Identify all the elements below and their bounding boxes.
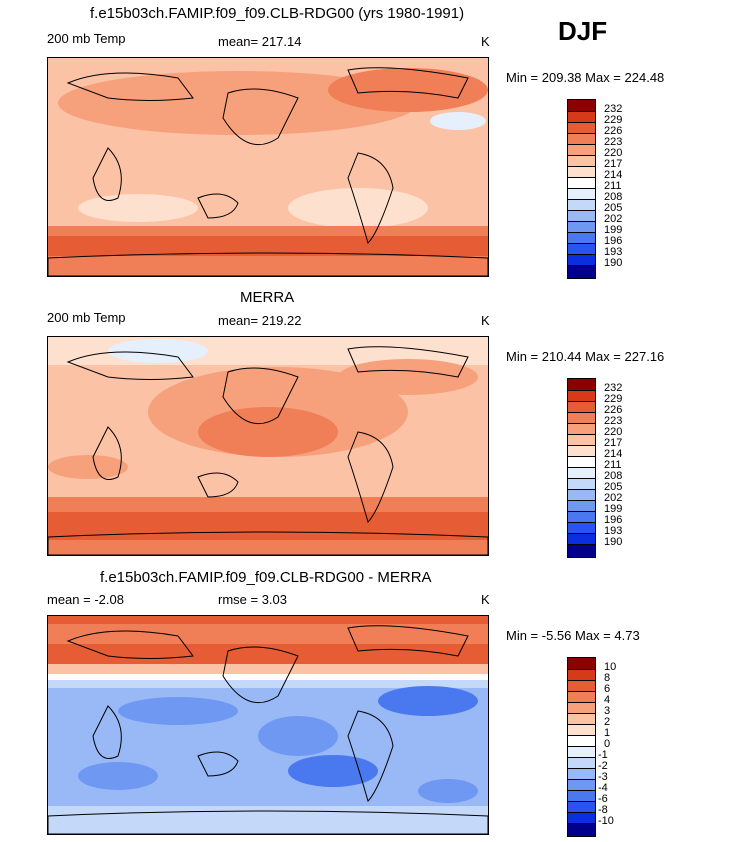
panel3-cb-label: 3 bbox=[604, 705, 611, 717]
panel1-title: f.e15b03ch.FAMIP.f09_f09.CLB-RDG00 (yrs … bbox=[90, 5, 465, 22]
panel3-map-field bbox=[48, 616, 488, 834]
panel1-cb-label: 217 bbox=[604, 158, 623, 170]
panel1-map bbox=[47, 57, 489, 277]
panel2-cb-label: 214 bbox=[604, 448, 623, 460]
panel2-colorbar bbox=[567, 378, 596, 558]
panel2-cb-label: 199 bbox=[604, 503, 623, 515]
panel1-cb-label: 232 bbox=[604, 103, 623, 115]
panel2-title: MERRA bbox=[240, 289, 295, 306]
panel2-cb-label: 217 bbox=[604, 437, 623, 449]
panel1-cb-label: 199 bbox=[604, 224, 623, 236]
panel2-cb-label: 196 bbox=[604, 514, 623, 526]
panel1-units: K bbox=[481, 34, 490, 49]
panel2-cb-label: 193 bbox=[604, 525, 623, 537]
panel2-map bbox=[47, 336, 489, 556]
panel1-cb-label: 229 bbox=[604, 114, 623, 126]
panel1-variable: 200 mb Temp bbox=[47, 31, 126, 46]
panel3-cb-label: -8 bbox=[598, 804, 608, 816]
panel2-cb-label: 226 bbox=[604, 404, 623, 416]
panel1-cb-label: 211 bbox=[604, 180, 622, 192]
panel2-cb-label: 223 bbox=[604, 415, 623, 427]
panel3-cb-label: -3 bbox=[598, 771, 608, 783]
panel3-cb-label: 2 bbox=[604, 716, 611, 728]
panel1-cb-label: 205 bbox=[604, 202, 623, 214]
panel3-cb-label: -1 bbox=[598, 749, 608, 761]
panel3-cb-label: 6 bbox=[604, 683, 611, 695]
panel1-mean: mean= 217.14 bbox=[218, 34, 302, 49]
panel3-map bbox=[47, 615, 489, 835]
panel1-cb-label: 202 bbox=[604, 213, 623, 225]
panel1-map-field bbox=[48, 58, 488, 276]
panel3-minmax: Min = -5.56 Max = 4.73 bbox=[506, 628, 640, 643]
panel1-colorbar bbox=[567, 99, 596, 279]
season-label: DJF bbox=[558, 16, 608, 46]
panel2-minmax: Min = 210.44 Max = 227.16 bbox=[506, 349, 665, 364]
panel1-cb-label: 220 bbox=[604, 147, 623, 159]
panel1-cb-label: 196 bbox=[604, 235, 623, 247]
panel3-cb-label: 10 bbox=[604, 661, 617, 673]
panel3-cb-label: -4 bbox=[598, 782, 608, 794]
panel2-cb-label: 211 bbox=[604, 459, 622, 471]
panel1-minmax: Min = 209.38 Max = 224.48 bbox=[506, 70, 665, 85]
panel3-cb-label: 1 bbox=[604, 727, 611, 739]
panel3-cb-label: -10 bbox=[598, 815, 614, 827]
panel2-cb-label: 232 bbox=[604, 382, 623, 394]
panel2-cb-label: 202 bbox=[604, 492, 623, 504]
panel2-cb-label: 229 bbox=[604, 393, 623, 405]
panel2-cb-label: 205 bbox=[604, 481, 623, 493]
panel1-cb-label: 223 bbox=[604, 136, 623, 148]
panel2-variable: 200 mb Temp bbox=[47, 310, 126, 325]
panel3-cb-label: 8 bbox=[604, 672, 611, 684]
panel1-cb-label: 193 bbox=[604, 246, 623, 258]
panel3-cb-label: -6 bbox=[598, 793, 608, 805]
panel1-cb-label: 226 bbox=[604, 125, 623, 137]
panel2-units: K bbox=[481, 313, 490, 328]
panel2-map-field bbox=[48, 337, 488, 555]
panel3-units: K bbox=[481, 592, 490, 607]
panel2-cb-label: 220 bbox=[604, 426, 623, 438]
panel3-rmse: rmse = 3.03 bbox=[218, 592, 288, 607]
panel3-mean: mean = -2.08 bbox=[47, 592, 124, 607]
panel3-cb-label: -2 bbox=[598, 760, 608, 772]
panel1-cb-label: 208 bbox=[604, 191, 623, 203]
panel3-title: f.e15b03ch.FAMIP.f09_f09.CLB-RDG00 - MER… bbox=[100, 569, 432, 586]
panel2-cb-label: 208 bbox=[604, 470, 623, 482]
panel2-mean: mean= 219.22 bbox=[218, 313, 302, 328]
panel2-cb-label: 190 bbox=[604, 536, 623, 548]
panel1-cb-label: 214 bbox=[604, 169, 623, 181]
panel1-cb-label: 190 bbox=[604, 257, 623, 269]
panel3-cb-label: 0 bbox=[604, 738, 611, 750]
panel3-colorbar bbox=[567, 657, 596, 837]
panel3-cb-label: 4 bbox=[604, 694, 611, 706]
